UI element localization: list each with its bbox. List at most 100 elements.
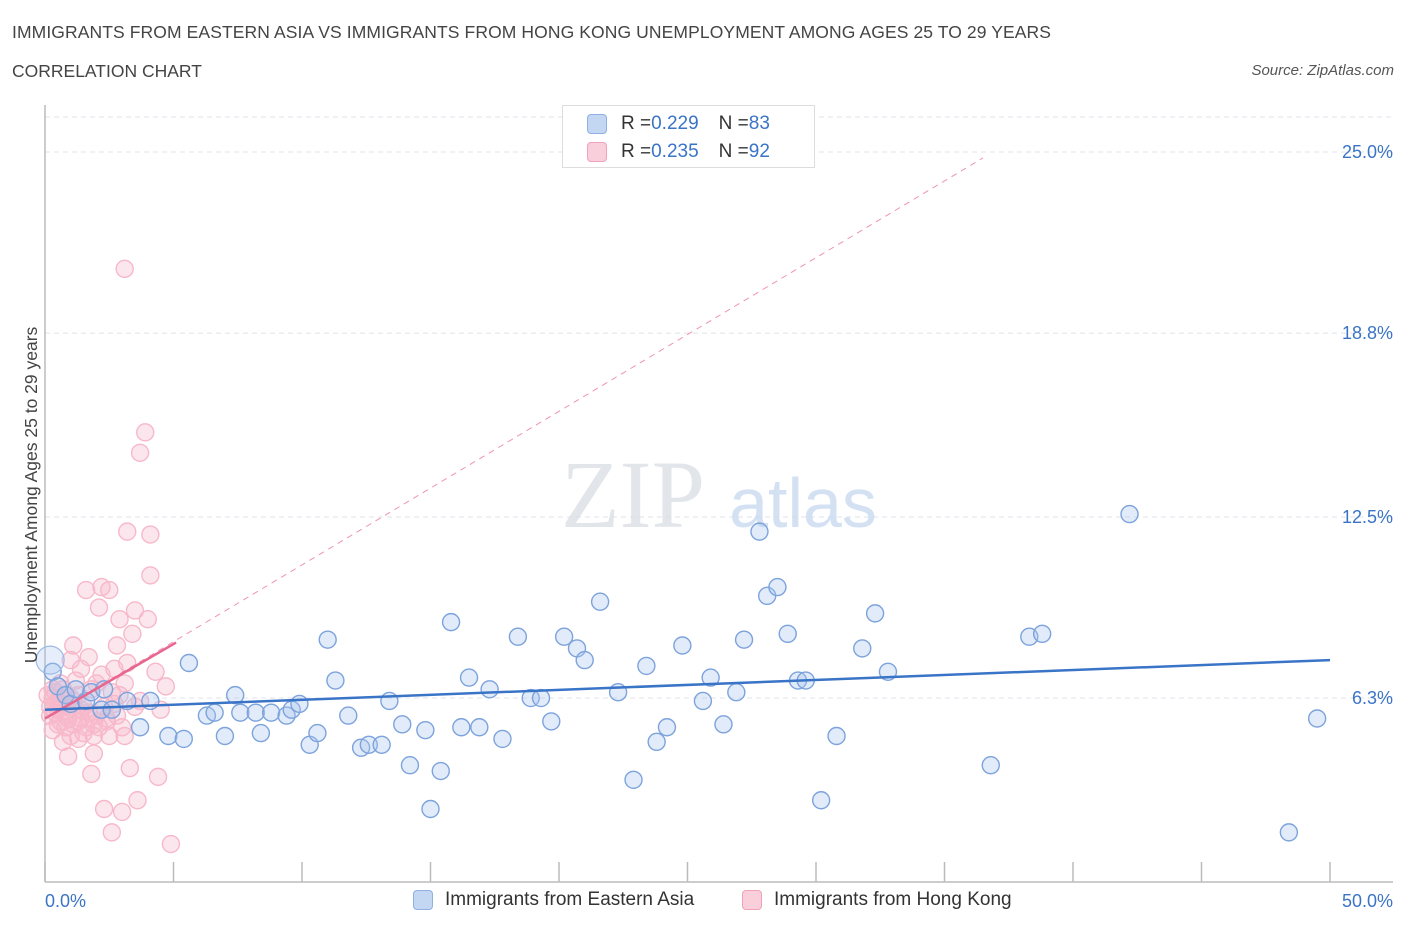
legend-swatch-blue (413, 890, 433, 910)
data-point-hong-kong (84, 744, 104, 763)
data-point-eastern-asia (493, 729, 512, 749)
data-point-hong-kong (112, 802, 132, 822)
data-point-eastern-asia (470, 718, 489, 737)
data-point-eastern-asia (277, 706, 296, 725)
data-point-hong-kong (48, 715, 68, 734)
data-point-eastern-asia (637, 656, 656, 676)
y-tick-label: 6.3% (1352, 688, 1393, 708)
series-hong-kong-points (38, 259, 181, 854)
data-point-eastern-asia (693, 691, 713, 711)
data-point-eastern-asia (508, 627, 528, 646)
stats-r-label: R = (621, 141, 652, 162)
data-point-eastern-asia (768, 577, 787, 597)
data-point-eastern-asia (246, 703, 265, 722)
data-point-hong-kong (100, 726, 119, 746)
data-point-eastern-asia (673, 636, 692, 655)
data-point-hong-kong (156, 677, 175, 696)
data-point-eastern-asia (714, 715, 733, 734)
legend-label-eastern-asia: Immigrants from Eastern Asia (445, 889, 695, 910)
data-point-hong-kong (115, 674, 134, 693)
data-point-eastern-asia (205, 703, 224, 722)
data-point-eastern-asia (521, 688, 540, 708)
data-point-eastern-asia (1120, 504, 1139, 524)
axes (44, 105, 1393, 883)
data-point-eastern-asia (531, 688, 551, 708)
stats-row-eastern-asia: R = 0.229 N = 83 (587, 111, 770, 137)
data-point-eastern-asia (359, 735, 379, 754)
stats-n-label: N = (718, 141, 749, 162)
stats-row-hong-kong: R = 0.235 N = 92 (587, 139, 770, 165)
data-point-eastern-asia (251, 723, 271, 743)
data-point-hong-kong (118, 522, 137, 541)
x-tick-label: 0.0% (45, 891, 86, 911)
data-point-hong-kong (89, 598, 109, 617)
data-point-hong-kong (107, 636, 127, 655)
data-point-hong-kong (123, 624, 142, 644)
data-point-eastern-asia (542, 712, 561, 731)
data-point-hong-kong (58, 747, 78, 766)
data-point-eastern-asia (441, 612, 461, 632)
data-point-eastern-asia (400, 756, 420, 775)
data-point-eastern-asia (102, 700, 122, 719)
data-point-hong-kong (94, 799, 114, 819)
stats-r-label: R = (621, 113, 652, 134)
data-point-eastern-asia (480, 680, 499, 699)
watermark-zip: ZIP (561, 441, 705, 548)
data-point-hong-kong (82, 764, 101, 784)
data-point-eastern-asia (290, 694, 309, 714)
stats-r-value: 0.229 (651, 113, 699, 134)
data-point-eastern-asia (1032, 624, 1052, 644)
data-point-eastern-asia (827, 726, 846, 746)
data-point-hong-kong (79, 647, 98, 667)
data-point-eastern-asia (66, 680, 86, 699)
data-point-eastern-asia (981, 756, 1000, 775)
stats-swatch-pink (587, 142, 607, 162)
stats-n-value: 92 (748, 141, 770, 162)
stats-n-value: 83 (748, 113, 770, 134)
data-point-eastern-asia (750, 522, 769, 541)
data-point-eastern-asia (452, 718, 471, 737)
data-point-hong-kong (128, 791, 147, 810)
data-point-hong-kong (141, 566, 160, 585)
watermark: ZIP atlas (561, 441, 877, 548)
data-point-eastern-asia (92, 700, 111, 719)
legend-item-eastern-asia[interactable]: Immigrants from Eastern Asia (413, 889, 694, 911)
stats-r-value: 0.235 (651, 141, 699, 162)
data-point-eastern-asia (421, 799, 440, 819)
data-point-eastern-asia (727, 683, 746, 702)
data-point-eastern-asia (554, 627, 574, 646)
data-point-hong-kong (69, 712, 88, 731)
data-point-eastern-asia (393, 715, 412, 734)
tick-labels: 6.3% 12.5% 18.8% 25.0% 0.0% 50.0% (45, 142, 1393, 911)
chart-subtitle: CORRELATION CHART (12, 61, 202, 81)
data-point-hong-kong (100, 580, 119, 600)
data-point-eastern-asia (416, 720, 435, 740)
stats-n-label: N = (718, 113, 749, 134)
data-point-hong-kong (110, 610, 129, 629)
data-point-hong-kong (120, 758, 140, 778)
data-point-eastern-asia (811, 791, 831, 810)
data-point-hong-kong (141, 525, 160, 544)
data-point-hong-kong (161, 834, 181, 854)
source-credit: Source: ZipAtlas.com (1251, 62, 1394, 79)
data-point-eastern-asia (215, 726, 235, 746)
data-point-eastern-asia (56, 685, 75, 705)
legend-item-hong-kong[interactable]: Immigrants from Hong Kong (742, 889, 1012, 911)
data-point-hong-kong (130, 443, 150, 462)
data-point-eastern-asia (339, 706, 358, 725)
x-tick-label: 50.0% (1342, 891, 1393, 911)
data-point-hong-kong (136, 423, 155, 442)
data-point-eastern-asia (372, 735, 391, 754)
data-point-eastern-asia (179, 653, 199, 673)
stats-swatch-blue (587, 114, 607, 134)
data-point-eastern-asia (865, 604, 885, 623)
legend-label-hong-kong: Immigrants from Hong Kong (774, 889, 1012, 910)
data-point-hong-kong (61, 726, 80, 746)
data-point-eastern-asia (459, 668, 479, 687)
data-point-eastern-asia (657, 718, 677, 737)
data-point-hong-kong (138, 610, 158, 629)
correlation-stats-box: R = 0.229 N = 83 R = 0.235 N = 92 (562, 105, 815, 168)
series-eastern-asia-points (35, 504, 1327, 842)
data-point-eastern-asia (701, 668, 720, 687)
